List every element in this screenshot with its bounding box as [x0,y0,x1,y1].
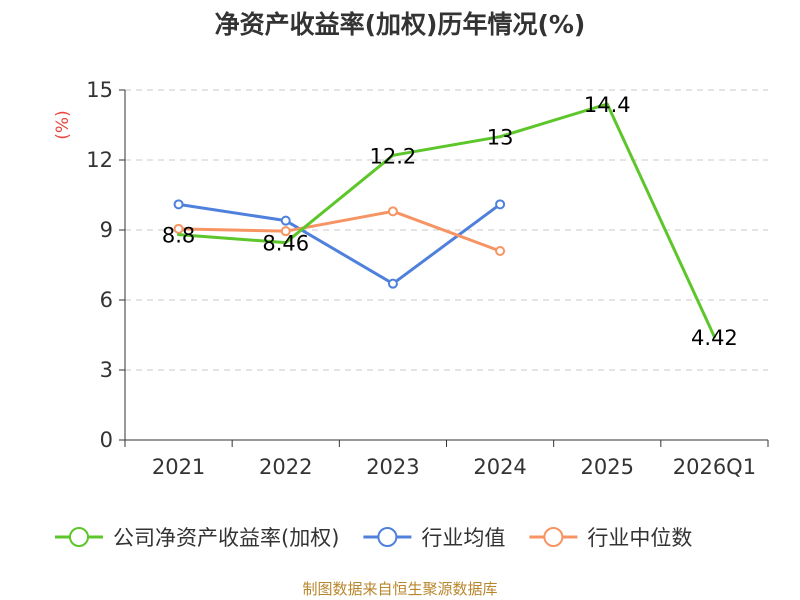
y-tick-label: 9 [100,218,113,242]
legend-marker-icon [69,527,89,547]
series-2 [173,206,506,256]
data-point-marker[interactable] [173,223,184,234]
legend-label: 行业均值 [421,526,505,550]
x-tick-label: 2025 [581,455,634,479]
data-point-marker[interactable] [387,206,398,217]
legend-item-1[interactable]: 行业均值 [363,526,505,550]
legend: 公司净资产收益率(加权) 行业均值 行业中位数 [55,526,692,550]
data-labels: 8.8 8.46 12.2 13 14.4 4.42 [162,93,738,350]
legend-item-0[interactable]: 公司净资产收益率(加权) [55,526,339,550]
legend-marker-icon [377,527,398,547]
y-tick-label: 6 [100,288,113,312]
x-tick-label: 2023 [366,455,419,479]
series-line [177,209,502,253]
x-tick-label: 2026Q1 [673,455,756,479]
data-label: 12.2 [370,144,417,168]
data-label: 8.8 [162,224,195,248]
data-source-note: 制图数据来自恒生聚源数据库 [302,580,497,598]
legend-item-2[interactable]: 行业中位数 [529,526,692,550]
x-tick-label: 2021 [152,455,205,479]
y-tick-label: 0 [100,428,113,452]
data-point-marker[interactable] [280,226,291,237]
y-axis-tick-labels: 0 3 6 9 12 15 [86,78,125,452]
series-0 [177,102,716,339]
legend-label: 公司净资产收益率(加权) [113,526,339,550]
x-tick-label: 2022 [259,455,312,479]
y-tick-label: 15 [86,78,113,102]
chart-title: 净资产收益率(加权)历年情况(%) [215,10,586,39]
legend-marker-icon [543,527,564,547]
data-label: 14.4 [584,93,631,117]
series-line [177,102,716,339]
y-axis-unit-label: (%) [53,110,73,139]
data-label: 4.42 [691,326,738,350]
x-axis-tick-labels: 2021 2022 2023 2024 2025 2026Q1 [152,455,756,479]
series-line [177,202,502,286]
data-point-marker[interactable] [280,215,291,226]
axes [124,90,769,447]
data-point-marker[interactable] [495,199,506,210]
y-tick-label: 12 [86,148,113,172]
data-point-marker[interactable] [173,199,184,210]
series-lines [173,102,716,339]
data-label: 13 [487,126,514,150]
legend-label: 行业中位数 [587,526,692,550]
x-tick-label: 2024 [473,455,526,479]
data-point-marker[interactable] [387,278,398,289]
y-tick-label: 3 [100,358,113,382]
data-point-marker[interactable] [495,246,506,256]
data-label: 8.46 [262,232,309,256]
series-1 [173,199,506,289]
